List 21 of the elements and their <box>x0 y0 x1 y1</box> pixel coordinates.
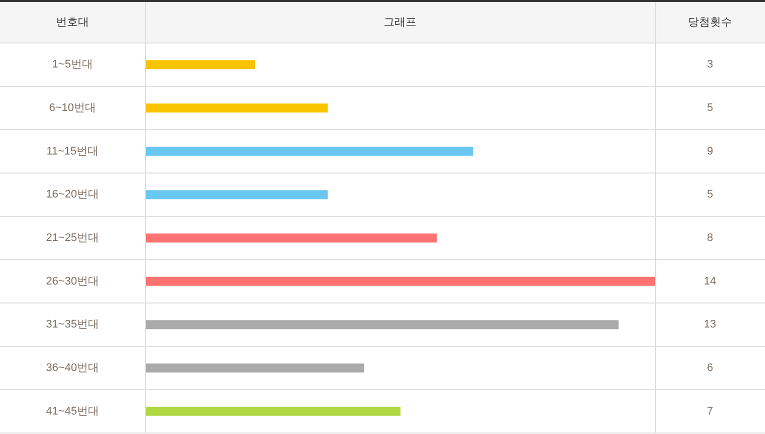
y-tick-label: 36~40번대 <box>46 362 99 374</box>
data-label: 7 <box>706 405 714 418</box>
y-tick-label: 31~35번대 <box>46 318 99 331</box>
data-label: 9 <box>706 145 714 158</box>
data-label: 8 <box>706 232 714 244</box>
data-label: 3 <box>706 58 714 71</box>
x-axis-title: 그래프 <box>384 16 416 28</box>
y-tick-label: 26~30번대 <box>46 275 99 288</box>
y-axis-title: 번호대 <box>56 16 89 28</box>
data-label: 5 <box>706 102 714 114</box>
data-label: 5 <box>706 188 714 201</box>
y-tick-label: 6~10번대 <box>49 102 96 114</box>
y-tick-label: 21~25번대 <box>46 232 99 244</box>
data-label: 14 <box>704 275 716 288</box>
y-tick-label: 11~15번대 <box>46 145 99 158</box>
y-tick-label: 41~45번대 <box>46 405 99 418</box>
y-tick-label: 16~20번대 <box>46 188 99 201</box>
data-label: 6 <box>706 362 714 374</box>
data-label: 13 <box>704 318 716 331</box>
y-tick-label: 1~5번대 <box>52 58 93 71</box>
text: 당첨횟수 <box>688 16 732 28</box>
